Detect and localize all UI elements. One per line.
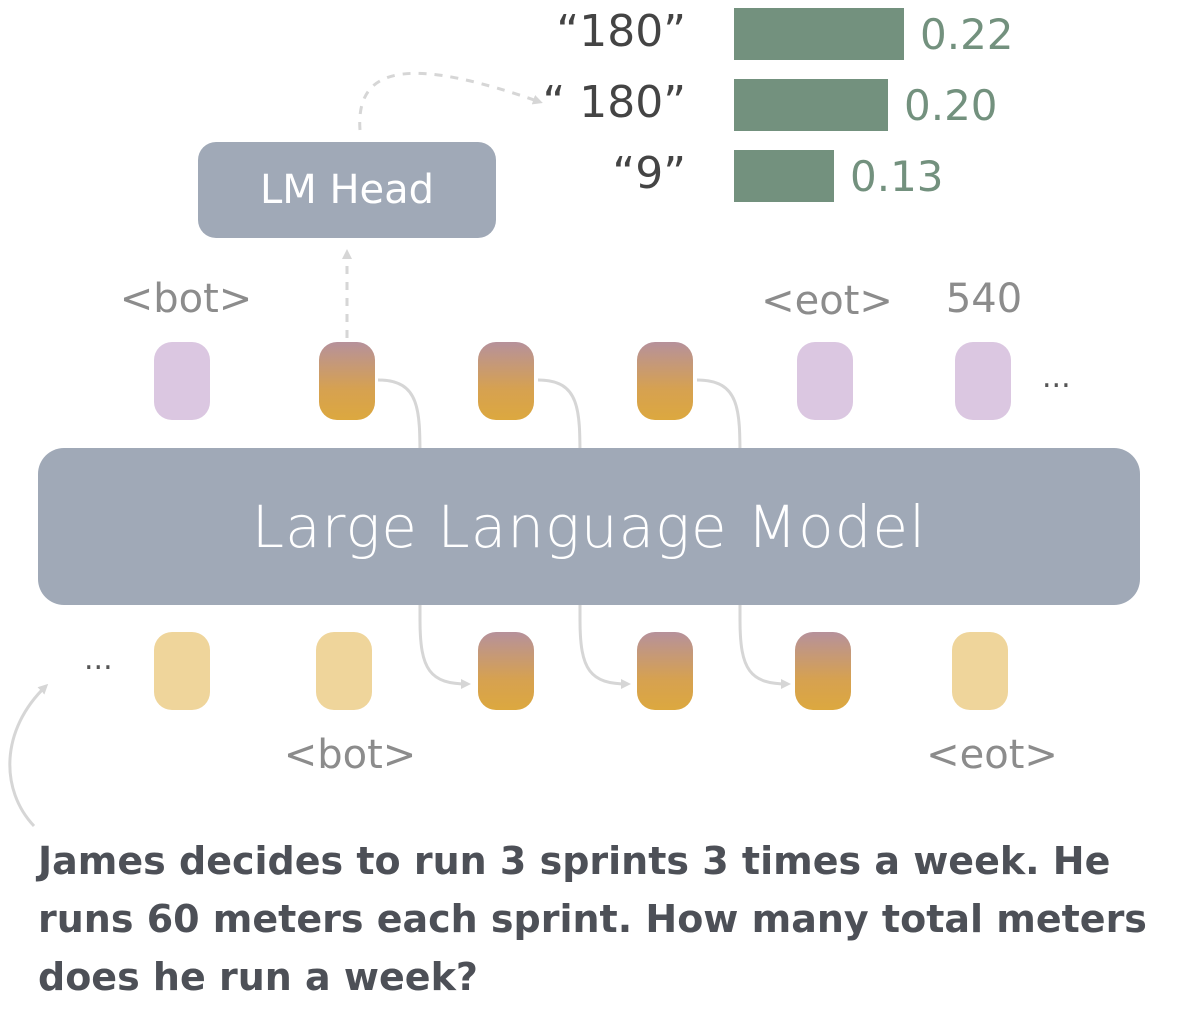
question-to-input-arrow [8, 683, 49, 828]
lm-head-to-probs-arrow [358, 71, 543, 131]
llm-label: Large Language Model [251, 492, 927, 561]
probability-bar [734, 8, 904, 60]
input-thought-token-3 [795, 632, 851, 710]
bar-category-label: “ 180” [542, 77, 686, 128]
output-ellipsis: ... [1042, 360, 1071, 395]
bar-value-label: 0.20 [904, 81, 998, 130]
input-token-1 [154, 632, 210, 710]
input-eot-label: <eot> [926, 732, 1058, 778]
output-answer-label: 540 [945, 276, 1023, 322]
input-token-bot [316, 632, 372, 710]
output-thought-token-1 [319, 342, 375, 420]
question-text: James decides to run 3 sprints 3 times a… [38, 839, 1147, 999]
output-thought-token-2 [478, 342, 534, 420]
output-bot-label: <bot> [119, 276, 253, 322]
output-token-bot [154, 342, 210, 420]
output-token-eot [797, 342, 853, 420]
lm-head-label: LM Head [259, 167, 435, 213]
bar-category-label: “180” [556, 6, 686, 57]
large-language-model-box: Large Language Model [38, 448, 1140, 605]
output-token-answer [955, 342, 1011, 420]
probability-bar [734, 79, 888, 131]
input-ellipsis: ... [84, 642, 113, 677]
output-thought-token-3 [637, 342, 693, 420]
input-token-eot [952, 632, 1008, 710]
output-eot-label: <eot> [761, 278, 893, 324]
bar-value-label: 0.13 [850, 152, 944, 201]
bar-category-label: “9” [612, 148, 686, 199]
input-bot-label: <bot> [283, 732, 417, 778]
input-thought-token-1 [478, 632, 534, 710]
bar-value-label: 0.22 [920, 10, 1014, 59]
probability-bar [734, 150, 834, 202]
lm-head-box: LM Head [198, 142, 496, 238]
input-thought-token-2 [637, 632, 693, 710]
